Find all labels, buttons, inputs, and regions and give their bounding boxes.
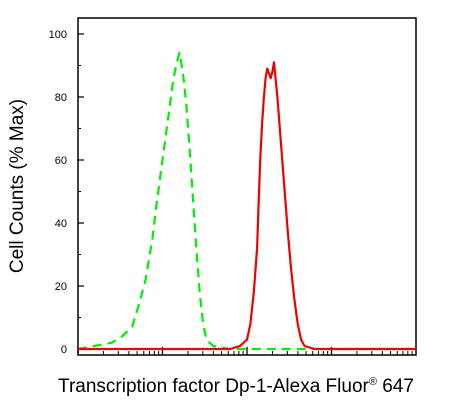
- y-tick-label: 0: [61, 344, 67, 356]
- y-tick-label: 100: [49, 29, 67, 41]
- y-axis: 0 20 40 60 80 100: [49, 29, 84, 356]
- y-tick-label: 20: [55, 281, 67, 293]
- series-layer: [77, 51, 416, 351]
- x-axis-label: Transcription factor Dp-1-Alexa Fluor® 6…: [58, 376, 414, 397]
- y-tick-label: 80: [55, 92, 67, 104]
- y-tick-label: 60: [55, 155, 67, 167]
- x-axis: [77, 347, 413, 355]
- plot-frame: [77, 17, 417, 356]
- series-line-2: [78, 61, 416, 351]
- y-tick-label: 40: [55, 218, 67, 230]
- y-axis-label: Cell Counts (% Max): [7, 98, 28, 274]
- series-line-1: [77, 51, 416, 351]
